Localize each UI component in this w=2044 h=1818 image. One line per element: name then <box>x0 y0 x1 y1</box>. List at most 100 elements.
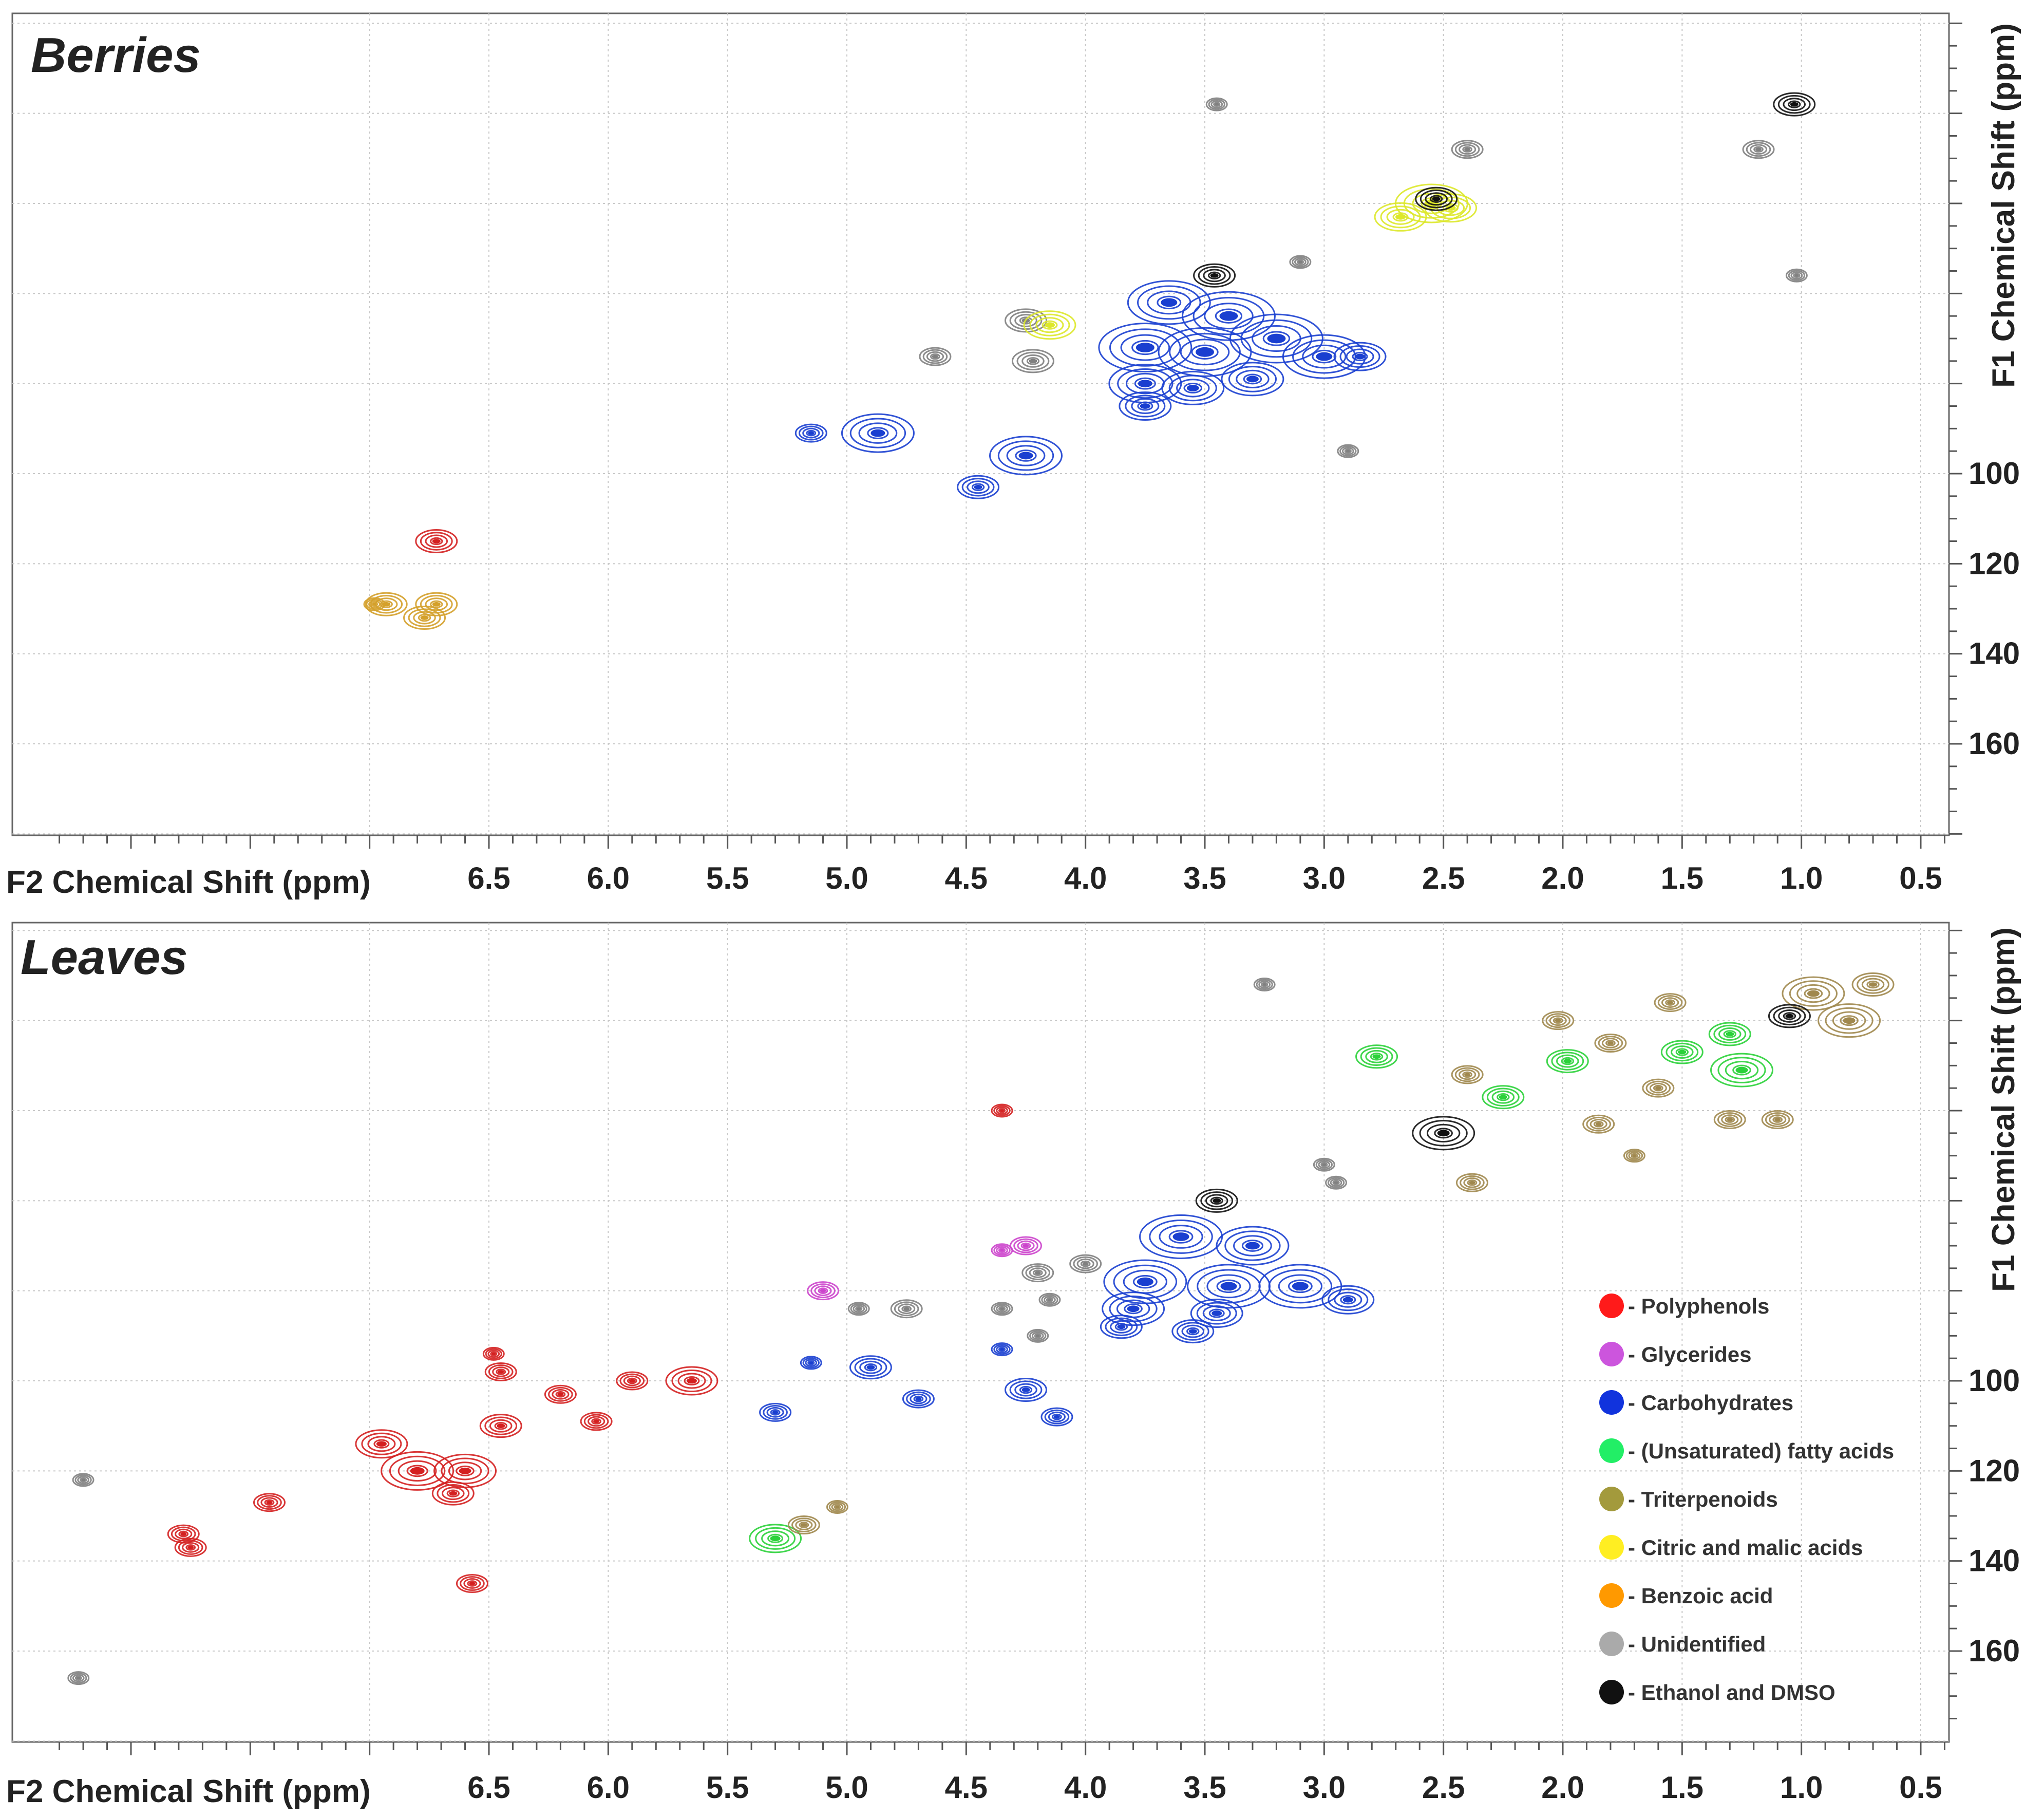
peak-contour <box>1318 1160 1331 1169</box>
peak-contour <box>1380 205 1421 229</box>
peak-contour <box>171 1526 196 1542</box>
peak-contour <box>1019 1385 1033 1394</box>
peak-center <box>1632 1154 1637 1157</box>
peak-center <box>1432 196 1441 201</box>
peak-contour <box>1131 340 1159 355</box>
peak-contour <box>1666 1042 1699 1062</box>
peak-contour <box>1191 344 1219 360</box>
peak-contour <box>1589 1118 1607 1130</box>
x-tick-label: 3.5 <box>1183 1770 1226 1805</box>
peak-contour <box>1006 445 1046 466</box>
peak-contour <box>430 600 443 608</box>
y-tick-label: 140 <box>1969 1544 2020 1578</box>
peak-contour <box>1412 1116 1475 1151</box>
peak-contour <box>1027 1328 1049 1343</box>
berries-y-axis: 100 120 140 160 <box>1949 22 2020 835</box>
peak-center <box>1469 1180 1475 1185</box>
legend-item: - Triterpenoids <box>1599 1487 1778 1511</box>
peak-contour <box>807 1281 840 1301</box>
peak-contour <box>1561 1057 1574 1065</box>
peak-contour <box>1181 1324 1205 1338</box>
x-tick-label: 5.5 <box>706 861 749 895</box>
peak-contour <box>1282 334 1366 379</box>
nmr-peak <box>1325 1175 1348 1190</box>
peak-contour <box>408 608 441 627</box>
peak-contour <box>807 1360 815 1365</box>
y-tick-label: 120 <box>1969 546 2020 580</box>
peak-contour <box>403 606 446 630</box>
peak-contour <box>1216 1279 1241 1294</box>
peak-contour <box>1866 980 1880 989</box>
peak-contour <box>902 1389 935 1409</box>
peak-contour <box>1203 269 1226 283</box>
peak-contour <box>1545 1013 1571 1028</box>
nmr-peak <box>1785 268 1808 283</box>
peak-contour <box>1374 202 1427 232</box>
peak-contour <box>1778 1009 1801 1023</box>
peak-contour <box>834 1504 841 1510</box>
peak-contour <box>901 1305 912 1312</box>
peak-center <box>1161 298 1178 307</box>
nmr-peak <box>1313 1157 1335 1172</box>
peak-center <box>686 1378 697 1384</box>
peak-center <box>1196 347 1214 357</box>
peak-contour <box>1207 271 1221 279</box>
peak-contour <box>998 1346 1006 1352</box>
peak-contour <box>1110 1320 1133 1334</box>
peak-center <box>1342 1297 1353 1303</box>
peak-center <box>1678 1049 1687 1055</box>
peak-contour <box>1014 1383 1037 1397</box>
peak-center <box>76 1677 81 1680</box>
peak-contour <box>185 1544 196 1551</box>
nmr-peak <box>847 1302 870 1316</box>
peak-contour <box>1443 203 1459 213</box>
peak-center <box>1219 311 1238 321</box>
peak-contour <box>1430 195 1443 203</box>
nmr-peak <box>1713 1110 1746 1130</box>
nmr-peak <box>991 1103 1013 1118</box>
peak-contour <box>484 1362 517 1381</box>
peak-contour <box>1168 374 1217 402</box>
peak-contour <box>1455 1173 1488 1192</box>
peak-contour <box>930 353 940 360</box>
peak-center <box>903 1307 910 1311</box>
nmr-peak <box>991 1302 1013 1316</box>
peak-center <box>1437 1130 1450 1137</box>
peak-contour <box>1804 988 1823 999</box>
peak-center <box>469 1582 476 1585</box>
peak-contour <box>1556 1054 1579 1068</box>
peak-center <box>1267 333 1286 344</box>
peak-center <box>1774 1118 1781 1121</box>
nmr-peak <box>919 347 952 366</box>
peak-contour <box>761 1530 790 1547</box>
peak-contour <box>398 1460 437 1482</box>
peak-center <box>932 354 938 359</box>
nmr-peak <box>826 1500 848 1514</box>
peak-contour <box>588 1416 605 1427</box>
peak-contour <box>1256 979 1273 990</box>
peak-contour <box>1386 209 1415 225</box>
peak-contour <box>961 478 995 497</box>
legend-item: - (Unsaturated) fatty acids <box>1599 1438 1894 1463</box>
peak-contour <box>418 613 431 622</box>
peak-center <box>974 484 982 490</box>
nmr-peak <box>363 597 386 611</box>
peak-contour <box>1017 1240 1035 1251</box>
peak-contour <box>415 529 458 553</box>
peak-contour <box>1302 344 1347 369</box>
leaves-panel: 6.5 6.0 5.5 5.0 4.5 4.0 3.5 3.0 2.5 2.0 1.5 1.0 0.5 … <box>6 922 2021 1809</box>
peak-contour <box>826 1500 848 1514</box>
nmr-peak <box>1193 263 1236 288</box>
peak-contour <box>1773 92 1816 117</box>
nmr-peak <box>616 1371 649 1391</box>
peak-center <box>801 1523 807 1527</box>
peak-center <box>1298 260 1302 264</box>
peak-contour <box>1268 1269 1333 1304</box>
nmr-peak <box>989 436 1063 476</box>
peak-contour <box>1313 1157 1335 1172</box>
peak-contour <box>1344 448 1352 454</box>
nmr-peak <box>1027 1328 1049 1343</box>
peak-contour <box>1645 1080 1671 1096</box>
nmr-peak <box>1158 327 1252 377</box>
peak-center <box>1029 359 1037 364</box>
